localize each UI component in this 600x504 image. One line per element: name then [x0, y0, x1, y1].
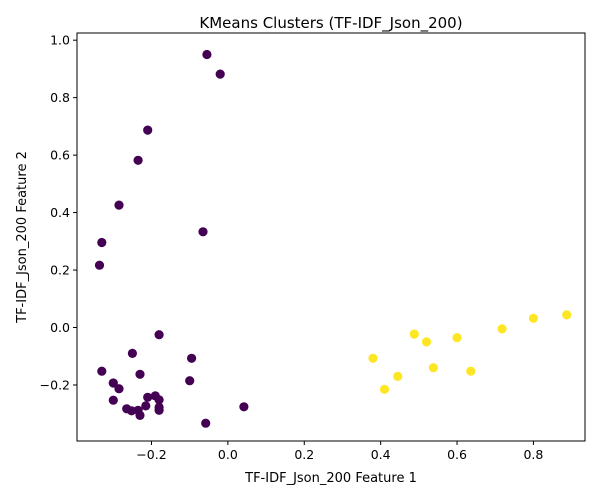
point-cluster-1-8 [379, 384, 390, 394]
point-cluster-1-9 [428, 363, 438, 373]
point-cluster-0-1 [215, 69, 225, 79]
y-tick-label: 1.0 [50, 33, 70, 48]
x-tick-label: 0.6 [447, 447, 467, 462]
point-cluster-0-28 [201, 418, 211, 428]
point-cluster-0-25 [154, 405, 164, 415]
y-tick-label: 0.0 [50, 320, 70, 335]
point-cluster-1-1 [409, 329, 419, 339]
point-cluster-0-16 [143, 392, 153, 402]
point-cluster-0-19 [108, 395, 118, 405]
point-cluster-1-4 [497, 324, 507, 334]
y-axis-label: TF-IDF_Json_200 Feature 2 [15, 151, 30, 324]
point-cluster-1-7 [393, 371, 403, 381]
y-tick-label: 0.4 [50, 205, 70, 220]
point-cluster-0-12 [135, 369, 145, 379]
x-tick-label: 0.8 [523, 447, 543, 462]
point-cluster-1-0 [368, 353, 378, 363]
point-cluster-1-2 [421, 337, 432, 347]
plot-frame [76, 32, 586, 442]
x-tick-label: −0.2 [136, 447, 166, 462]
points-layer [94, 49, 572, 428]
x-tick-label: 0.4 [371, 447, 391, 462]
point-cluster-1-10 [466, 366, 476, 376]
point-cluster-1-3 [452, 333, 462, 343]
point-cluster-0-7 [94, 260, 105, 270]
x-tick-label: 0.2 [294, 447, 314, 462]
chart-title: KMeans Clusters (TF-IDF_Json_200) [199, 14, 462, 33]
point-cluster-0-5 [97, 237, 107, 248]
y-tick-label: −0.2 [40, 377, 70, 392]
point-cluster-0-13 [108, 378, 118, 388]
point-cluster-0-26 [135, 410, 145, 420]
y-tick-label: 0.8 [50, 90, 70, 105]
point-cluster-0-14 [185, 376, 195, 386]
point-cluster-0-15 [114, 384, 124, 394]
point-cluster-0-6 [198, 227, 208, 237]
point-cluster-0-11 [97, 366, 107, 376]
point-cluster-0-0 [202, 49, 212, 60]
point-cluster-0-10 [187, 353, 197, 363]
x-axis-label: TF-IDF_Json_200 Feature 1 [244, 471, 417, 486]
y-tick-label: 0.2 [50, 263, 70, 278]
point-cluster-0-18 [154, 395, 164, 405]
point-cluster-0-2 [143, 125, 153, 135]
y-tick-label: 0.6 [50, 148, 70, 163]
point-cluster-0-20 [141, 401, 151, 411]
point-cluster-0-9 [127, 348, 137, 358]
point-cluster-0-3 [133, 155, 143, 165]
point-cluster-0-8 [154, 330, 164, 340]
point-cluster-0-4 [114, 200, 124, 210]
point-cluster-1-6 [562, 310, 572, 320]
x-tick-label: 0.0 [218, 447, 238, 462]
point-cluster-1-5 [528, 313, 539, 323]
point-cluster-0-27 [239, 402, 249, 412]
ticks-layer: −0.2 0.0 0.2 0.4 0.6 0.8 −0.2 0.0 0.2 0.4 0.6 0.8 1.… [40, 33, 544, 462]
